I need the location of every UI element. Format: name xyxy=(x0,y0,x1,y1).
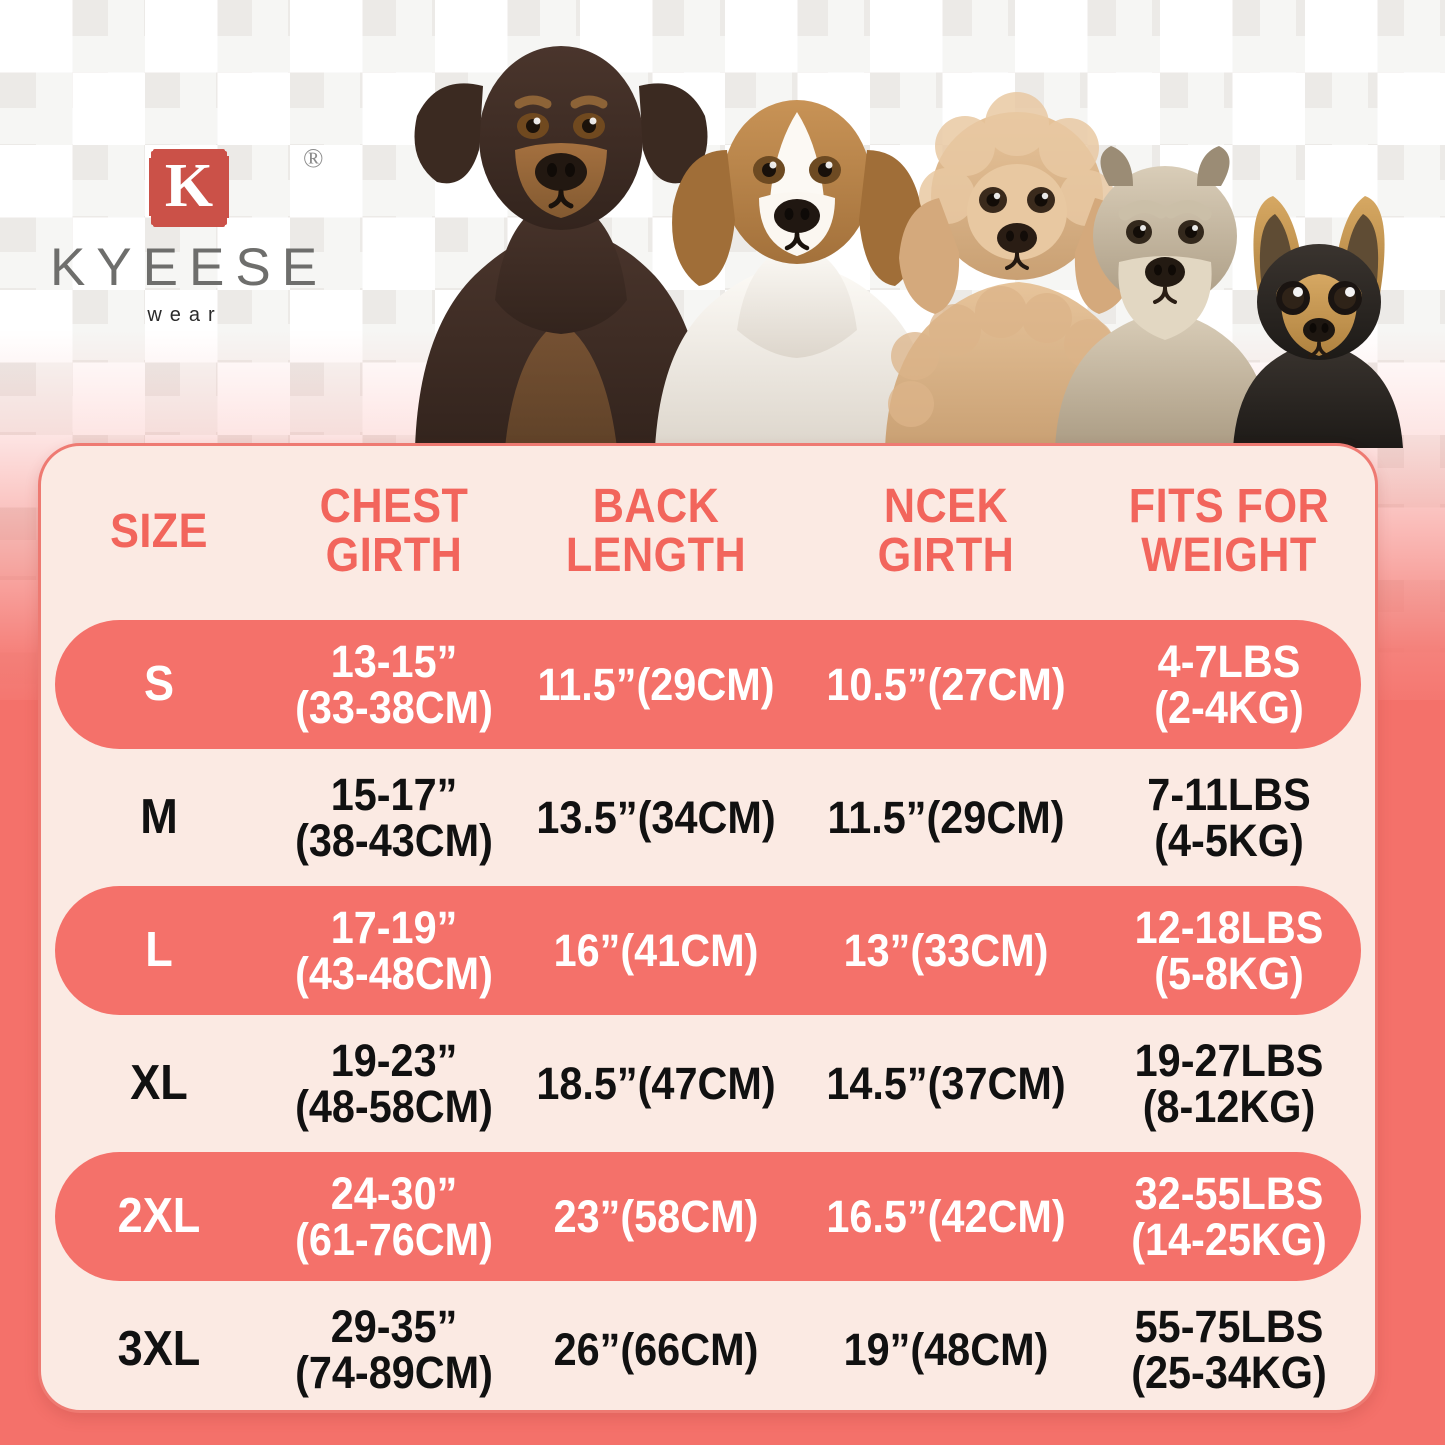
cell-fits-for-weight: 19-27LBS (8-12KG) xyxy=(1134,1034,1324,1132)
cell-size: L xyxy=(145,922,173,977)
row-highlight-pill xyxy=(55,886,1361,1015)
table-row: 2XL 24-30” (61-76CM) 23”(58CM) 16.5”(42C… xyxy=(41,1150,1375,1283)
column-header-chest-girth: CHEST GIRTH xyxy=(319,480,469,582)
cell-chest-girth: 24-30” (61-76CM) xyxy=(295,1167,493,1265)
cell-fits-for-weight: 4-7LBS (2-4KG) xyxy=(1154,635,1304,733)
cell-neck-girth: 10.5”(27CM) xyxy=(826,658,1066,710)
column-header-size: SIZE xyxy=(110,504,208,558)
cell-neck-girth: 11.5”(29CM) xyxy=(827,791,1065,843)
size-chart-body: S 13-15” (33-38CM) 11.5”(29CM) 10.5”(27C… xyxy=(41,618,1375,1410)
cell-back-length: 16”(41CM) xyxy=(553,924,759,976)
table-row: 3XL 29-35” (74-89CM) 26”(66CM) 19”(48CM)… xyxy=(41,1283,1375,1410)
size-chart-header-row: SIZE CHEST GIRTH BACK LENGTH NCEK GIRTH … xyxy=(41,446,1375,618)
cell-chest-girth: 19-23” (48-58CM) xyxy=(295,1034,493,1132)
cell-back-length: 18.5”(47CM) xyxy=(536,1057,776,1109)
logo-letter-k: K xyxy=(164,152,214,220)
cell-size: S xyxy=(143,656,175,711)
column-header-back-length: BACK LENGTH xyxy=(565,480,747,582)
table-row: XL 19-23” (48-58CM) 18.5”(47CM) 14.5”(37… xyxy=(41,1017,1375,1150)
brand-logo: K ® KYEESE wear xyxy=(14,132,364,347)
brand-wordmark: KYEESE xyxy=(49,238,329,297)
dog-doberman xyxy=(414,46,708,448)
row-highlight-pill xyxy=(55,620,1361,749)
cell-back-length: 23”(58CM) xyxy=(553,1190,759,1242)
cell-fits-for-weight: 7-11LBS (4-5KG) xyxy=(1147,768,1311,866)
dog-chihuahua xyxy=(1233,196,1403,448)
cell-back-length: 26”(66CM) xyxy=(553,1323,759,1375)
cell-fits-for-weight: 55-75LBS (25-34KG) xyxy=(1131,1300,1327,1398)
cell-neck-girth: 19”(48CM) xyxy=(843,1323,1049,1375)
table-row: M 15-17” (38-43CM) 13.5”(34CM) 11.5”(29C… xyxy=(41,751,1375,884)
cell-chest-girth: 17-19” (43-48CM) xyxy=(295,901,493,999)
cell-chest-girth: 13-15” (33-38CM) xyxy=(295,635,493,733)
cell-neck-girth: 16.5”(42CM) xyxy=(826,1190,1066,1242)
cell-fits-for-weight: 12-18LBS (5-8KG) xyxy=(1134,901,1324,999)
table-row: S 13-15” (33-38CM) 11.5”(29CM) 10.5”(27C… xyxy=(41,618,1375,751)
cell-size: M xyxy=(140,789,178,844)
cell-fits-for-weight: 32-55LBS (14-25KG) xyxy=(1131,1167,1327,1265)
column-header-neck-girth: NCEK GIRTH xyxy=(877,480,1015,582)
cell-size: 3XL xyxy=(117,1321,201,1376)
row-highlight-pill xyxy=(55,1152,1361,1281)
column-header-fits-for-weight: FITS FOR WEIGHT xyxy=(1128,480,1330,582)
brand-subtitle: wear xyxy=(147,304,223,326)
cell-size: XL xyxy=(130,1055,188,1110)
logo-mark-square: K xyxy=(149,150,229,226)
dog-beagle xyxy=(655,100,937,448)
table-row: L 17-19” (43-48CM) 16”(41CM) 13”(33CM) 1… xyxy=(41,884,1375,1017)
cell-back-length: 13.5”(34CM) xyxy=(536,791,776,843)
cell-size: 2XL xyxy=(117,1188,201,1243)
cell-neck-girth: 14.5”(37CM) xyxy=(826,1057,1066,1109)
cell-neck-girth: 13”(33CM) xyxy=(843,924,1049,976)
size-chart-card: SIZE CHEST GIRTH BACK LENGTH NCEK GIRTH … xyxy=(38,443,1378,1413)
registered-trademark-icon: ® xyxy=(303,143,324,173)
dog-schnauzer xyxy=(1055,146,1273,448)
cell-chest-girth: 15-17” (38-43CM) xyxy=(295,768,493,866)
dogs-hero-illustration xyxy=(355,0,1415,448)
cell-back-length: 11.5”(29CM) xyxy=(537,658,775,710)
cell-chest-girth: 29-35” (74-89CM) xyxy=(295,1300,493,1398)
